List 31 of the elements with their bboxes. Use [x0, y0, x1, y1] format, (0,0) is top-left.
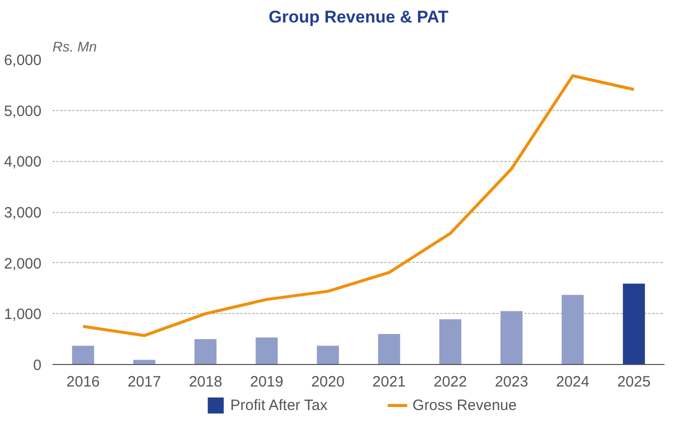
bar	[622, 284, 645, 364]
x-tick-label: 2023	[494, 374, 528, 390]
y-tick-label: 0	[33, 357, 42, 374]
bar	[500, 311, 523, 364]
y-tick-label: 6,000	[4, 52, 42, 69]
y-tick-label: 5,000	[4, 102, 42, 120]
legend-label: Gross Revenue	[412, 396, 517, 414]
y-tick-label: 1,000	[4, 306, 42, 324]
legend-label: Profit After Tax	[230, 396, 328, 414]
x-tick-label: 2021	[372, 374, 406, 390]
bar	[194, 339, 217, 364]
x-tick-label: 2022	[434, 374, 467, 390]
x-tick-label: 2019	[250, 374, 284, 390]
x-tick-label: 2020	[311, 374, 345, 390]
chart-title: Group Revenue & PAT	[268, 8, 450, 26]
y-tick-label: 4,000	[4, 154, 42, 171]
x-tick-label: 2024	[556, 374, 590, 390]
bar	[316, 346, 339, 364]
bar	[562, 294, 584, 364]
y-tick-label: 3,000	[4, 204, 42, 222]
line-series	[82, 74, 636, 338]
bar	[439, 319, 462, 364]
x-tick-label: 2025	[617, 374, 651, 390]
bar	[378, 334, 400, 364]
x-tick-label: 2018	[188, 374, 222, 390]
bar	[256, 338, 278, 364]
x-tick-label: 2017	[128, 374, 161, 390]
bar	[72, 346, 94, 364]
y-tick-label: 2,000	[4, 255, 42, 272]
y-axis-title: Rs. Mn	[52, 38, 98, 54]
x-tick-label: 2016	[66, 374, 100, 390]
